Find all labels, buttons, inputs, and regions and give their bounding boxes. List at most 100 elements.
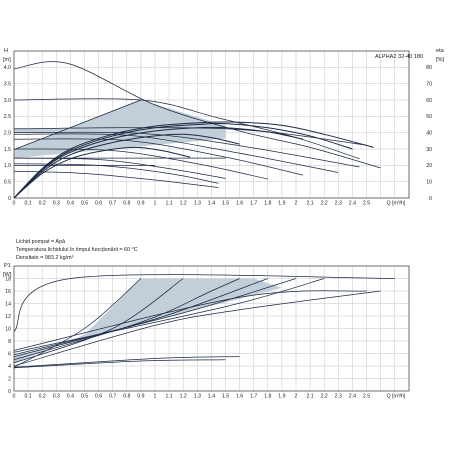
x-tick-label: 1.9	[278, 201, 285, 207]
head-chart-x-ticks: 0 0.1 0.2 0.3 0.4 0.5 0.6 0.7 0.8 0.9 1 1.1 1.2 1.3 1.…	[13, 201, 406, 207]
info-density: Densitate = 983.2 kg/m³	[16, 255, 74, 261]
efficiency-axis-ticks: 0 10 20 30 40 50 60 70 80	[426, 65, 432, 202]
x-tick-label: 1.5	[222, 201, 229, 207]
x-axis-label: Q [m³/h]	[387, 201, 406, 207]
x-tick-label: 1.4	[208, 394, 215, 400]
x-tick-label: 0.9	[137, 394, 144, 400]
y-tick-label: 10	[5, 326, 11, 332]
power-curve	[13, 356, 240, 368]
y-tick-label: 12	[5, 314, 11, 320]
y-tick-label: 2.0	[4, 130, 11, 136]
y-tick-label: 4.0	[4, 65, 11, 71]
head-chart-curves	[13, 61, 381, 188]
y-tick-label: 0	[8, 389, 11, 395]
x-tick-label: 1.7	[250, 201, 257, 207]
head-curve	[13, 138, 304, 176]
x-tick-label: 0	[13, 394, 16, 400]
x-tick-label: 1	[154, 394, 157, 400]
efficiency-curve	[13, 146, 191, 199]
x-tick-label: 2.1	[306, 201, 313, 207]
y-tick-label: 30	[426, 147, 432, 153]
head-curve	[13, 170, 219, 188]
y-tick-label: 80	[426, 65, 432, 71]
x-tick-label: 1.7	[250, 394, 257, 400]
info-liquid: Lichid pompat = Apă	[16, 239, 65, 245]
x-tick-label: 0.1	[24, 394, 31, 400]
y-tick-label: 0.5	[4, 179, 11, 185]
x-tick-label: 0	[13, 201, 16, 207]
x-tick-label: 1.8	[264, 394, 271, 400]
x-tick-label: 0.7	[109, 201, 116, 207]
x-tick-label: 0.8	[123, 394, 130, 400]
x-tick-label: 1.3	[194, 394, 201, 400]
x-tick-label: 2.4	[349, 394, 356, 400]
y-tick-label: 40	[426, 130, 432, 136]
x-tick-label: 0.4	[67, 201, 74, 207]
x-tick-label: 2.5	[363, 394, 370, 400]
x-tick-label: 0.7	[109, 394, 116, 400]
power-axis-label-unit: [W]	[3, 272, 12, 278]
head-chart-shaded-regions	[14, 100, 226, 159]
power-curve	[13, 278, 325, 353]
x-tick-label: 2.4	[349, 201, 356, 207]
efficiency-curve	[13, 121, 374, 199]
y-tick-label: 18	[5, 276, 11, 282]
power-curve	[13, 278, 142, 368]
y-tick-label: 1.5	[4, 147, 11, 153]
x-tick-label: 1.1	[165, 201, 172, 207]
y-tick-label: 3.0	[4, 98, 11, 104]
operating-area	[14, 128, 226, 135]
head-curve	[13, 127, 367, 146]
x-tick-label: 2.2	[321, 394, 328, 400]
x-tick-label: 1.9	[278, 394, 285, 400]
y-tick-label: 16	[5, 289, 11, 295]
x-tick-label: 2.1	[306, 394, 313, 400]
power-axis-label-symbol: P1	[4, 263, 11, 269]
head-chart-frame	[13, 50, 410, 199]
x-tick-label: 2.3	[335, 201, 342, 207]
power-curve	[13, 290, 367, 351]
y-tick-label: 20	[426, 163, 432, 169]
efficiency-curve	[13, 133, 240, 199]
x-tick-label: 1.6	[236, 201, 243, 207]
x-tick-label: 0.9	[137, 201, 144, 207]
x-tick-label: 1.4	[208, 201, 215, 207]
power-curve	[13, 278, 297, 356]
x-tick-label: 0.6	[95, 201, 102, 207]
x-tick-label: 1.8	[264, 201, 271, 207]
x-tick-label: 0.6	[95, 394, 102, 400]
power-chart-x-ticks: 0 0.1 0.2 0.3 0.4 0.5 0.6 0.7 0.8 0.9 1 1.1 1.2 1.3 1.…	[13, 394, 406, 400]
head-curve	[13, 98, 360, 160]
head-chart: 0 0.1 0.2 0.3 0.4 0.5 0.6 0.7 0.8 0.9 1 1.1 1.2 1.3 1.…	[3, 48, 445, 207]
x-tick-label: 0.5	[81, 201, 88, 207]
power-curve	[13, 274, 395, 332]
x-tick-label: 1.2	[180, 394, 187, 400]
y-tick-label: 14	[5, 301, 11, 307]
power-chart-curves	[13, 274, 395, 369]
power-chart: 0 0.1 0.2 0.3 0.4 0.5 0.6 0.7 0.8 0.9 1 1.1 1.2 1.3 1.…	[3, 263, 410, 400]
x-tick-label: 0.2	[39, 201, 46, 207]
x-axis-label: Q [m³/h]	[387, 394, 406, 400]
x-tick-label: 2.5	[363, 201, 370, 207]
power-curve	[13, 290, 381, 367]
y-tick-label: 50	[426, 114, 432, 120]
x-tick-label: 2.2	[321, 201, 328, 207]
fluid-info: Lichid pompat = Apă Temperatura lichidul…	[16, 239, 138, 261]
y-tick-label: 1.0	[4, 163, 11, 169]
x-tick-label: 0.4	[67, 394, 74, 400]
y-tick-label: 8	[8, 339, 11, 345]
head-chart-y-ticks: 0 0.5 1.0 1.5 2.0 2.5 3.0 3.5 4.0	[4, 65, 11, 202]
head-curve	[13, 148, 268, 180]
x-tick-label: 0.1	[24, 201, 31, 207]
efficiency-axis-label-unit: [%]	[436, 57, 445, 63]
x-tick-label: 0.3	[53, 394, 60, 400]
x-tick-label: 1.3	[194, 201, 201, 207]
head-curve	[13, 157, 226, 179]
head-curve	[13, 131, 360, 168]
head-curve	[13, 133, 339, 173]
x-tick-label: 2	[295, 394, 298, 400]
efficiency-axis-label-symbol: eta	[436, 48, 445, 54]
head-curve	[13, 99, 142, 150]
y-tick-label: 10	[426, 179, 432, 185]
